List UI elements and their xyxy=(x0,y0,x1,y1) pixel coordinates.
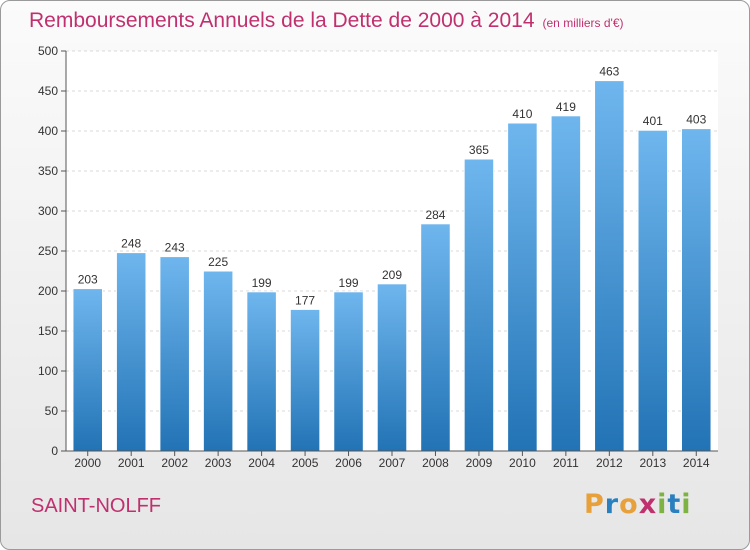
x-tick-label: 2007 xyxy=(379,456,406,470)
x-tick-label: 2014 xyxy=(683,456,710,470)
bar xyxy=(637,129,669,452)
logo-letter: P xyxy=(584,489,605,520)
x-tick-label: 2000 xyxy=(74,456,101,470)
city-name: SAINT-NOLFF xyxy=(31,495,162,517)
bar xyxy=(115,252,147,452)
bar xyxy=(246,291,277,452)
bar-value-label: 419 xyxy=(556,100,576,114)
y-tick-label: 300 xyxy=(38,204,58,218)
bar xyxy=(680,128,712,452)
x-tick-label: 2009 xyxy=(466,456,493,470)
logo-letter: r xyxy=(604,489,620,520)
logo-letter: o xyxy=(619,489,639,520)
unit-note: (en milliers d'€) xyxy=(542,16,624,30)
x-tick-label: 2011 xyxy=(553,456,579,470)
y-tick-label: 350 xyxy=(38,164,58,178)
bar xyxy=(289,308,321,452)
y-tick-label: 500 xyxy=(38,44,58,58)
x-tick-label: 2010 xyxy=(509,456,536,470)
title-text: Remboursements Annuels de la Dette de 20… xyxy=(29,9,535,32)
y-tick-label: 250 xyxy=(38,244,58,258)
bar xyxy=(159,256,190,452)
x-tick-label: 2001 xyxy=(118,456,145,470)
y-tick-label: 50 xyxy=(45,404,59,418)
bar xyxy=(333,291,364,452)
bar-value-label: 203 xyxy=(78,273,98,287)
bar xyxy=(550,115,582,452)
bar-value-label: 225 xyxy=(208,255,228,269)
y-tick-label: 200 xyxy=(38,284,58,298)
bar-value-label: 248 xyxy=(121,237,141,251)
x-tick-label: 2013 xyxy=(639,456,666,470)
bar xyxy=(594,80,625,452)
bar-value-label: 177 xyxy=(295,293,315,307)
x-tick-label: 2003 xyxy=(205,456,232,470)
bar-value-label: 199 xyxy=(252,276,272,290)
bar-value-label: 401 xyxy=(643,114,663,128)
y-tick-label: 400 xyxy=(38,124,58,138)
x-tick-label: 2002 xyxy=(161,456,188,470)
bar-value-label: 365 xyxy=(469,143,489,157)
bar xyxy=(376,283,408,452)
bar-value-label: 199 xyxy=(339,276,359,290)
x-tick-label: 2004 xyxy=(248,456,275,470)
bar-value-label: 403 xyxy=(686,113,706,127)
x-tick-label: 2005 xyxy=(292,456,319,470)
x-tick-label: 2006 xyxy=(335,456,362,470)
bar-value-label: 243 xyxy=(165,241,185,255)
bar xyxy=(463,158,495,452)
x-tick-label: 2008 xyxy=(422,456,449,470)
bar-value-label: 463 xyxy=(599,65,619,79)
bar-value-label: 209 xyxy=(382,268,402,282)
y-tick-label: 0 xyxy=(51,444,58,458)
y-tick-label: 450 xyxy=(38,84,58,98)
bar xyxy=(72,288,104,452)
logo-letter: t xyxy=(667,489,682,520)
y-tick-label: 100 xyxy=(38,364,58,378)
bar-value-label: 410 xyxy=(512,107,532,121)
bar xyxy=(420,223,451,452)
logo-letter: i xyxy=(681,489,692,520)
logo-letter: i xyxy=(657,489,668,520)
logo-letter: x xyxy=(638,489,658,520)
bar-value-label: 284 xyxy=(425,208,445,222)
y-tick-label: 150 xyxy=(38,324,58,338)
x-tick-label: 2012 xyxy=(596,456,623,470)
proxiti-logo: Proxiti xyxy=(584,489,692,520)
chart-title: Remboursements Annuels de la Dette de 20… xyxy=(29,9,624,33)
bar xyxy=(202,270,234,452)
bar xyxy=(507,122,538,452)
